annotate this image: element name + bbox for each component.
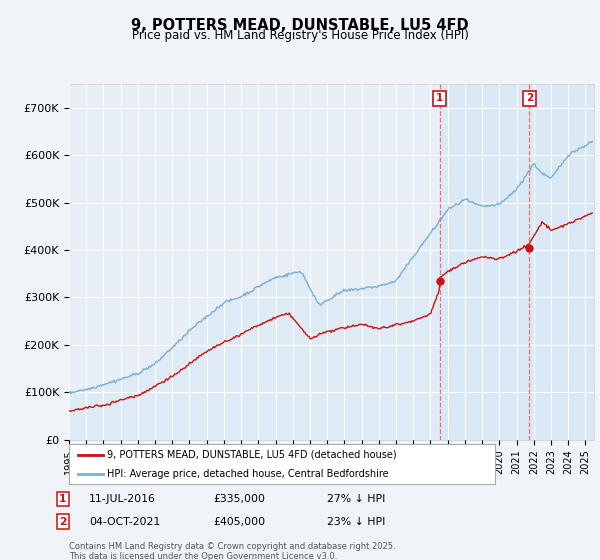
- Text: Price paid vs. HM Land Registry's House Price Index (HPI): Price paid vs. HM Land Registry's House …: [131, 29, 469, 42]
- Text: 23% ↓ HPI: 23% ↓ HPI: [327, 517, 385, 527]
- Text: 04-OCT-2021: 04-OCT-2021: [89, 517, 160, 527]
- Text: 11-JUL-2016: 11-JUL-2016: [89, 494, 155, 504]
- Text: 2: 2: [526, 93, 533, 103]
- Text: 1: 1: [436, 93, 443, 103]
- Text: 2: 2: [59, 517, 67, 527]
- Text: 1: 1: [59, 494, 67, 504]
- Text: 27% ↓ HPI: 27% ↓ HPI: [327, 494, 385, 504]
- Text: 9, POTTERS MEAD, DUNSTABLE, LU5 4FD (detached house): 9, POTTERS MEAD, DUNSTABLE, LU5 4FD (det…: [107, 450, 397, 460]
- Text: £405,000: £405,000: [213, 517, 265, 527]
- Bar: [440, 84, 594, 440]
- Text: HPI: Average price, detached house, Central Bedfordshire: HPI: Average price, detached house, Cent…: [107, 469, 389, 478]
- Text: Contains HM Land Registry data © Crown copyright and database right 2025.
This d: Contains HM Land Registry data © Crown c…: [69, 542, 395, 560]
- Text: £335,000: £335,000: [213, 494, 265, 504]
- Text: 9, POTTERS MEAD, DUNSTABLE, LU5 4FD: 9, POTTERS MEAD, DUNSTABLE, LU5 4FD: [131, 18, 469, 33]
